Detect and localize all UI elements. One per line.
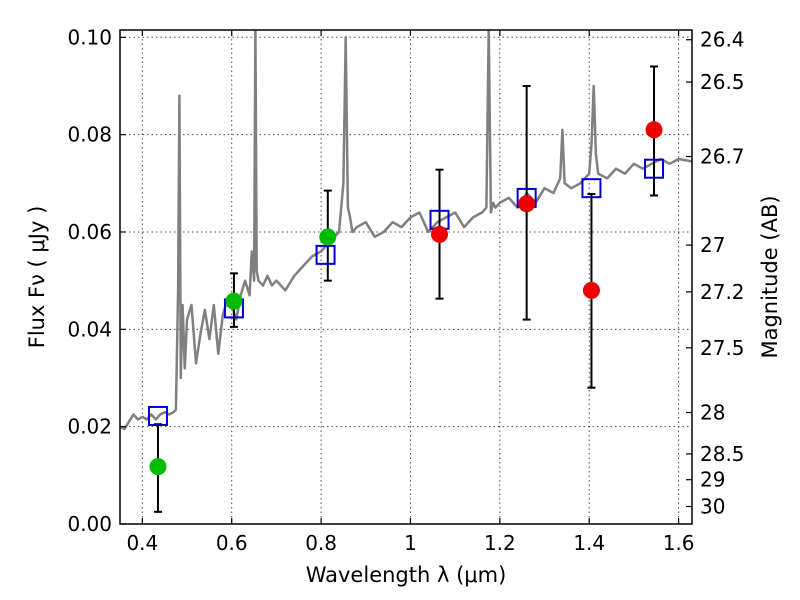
- observed-point: [225, 292, 243, 310]
- x-tick-label: 1.4: [573, 531, 605, 555]
- observed-point: [431, 225, 449, 243]
- y2-tick-label: 26.4: [700, 28, 745, 52]
- y-axis-label: Flux Fν ( μJy ): [25, 206, 49, 349]
- plot-frame: [119, 29, 693, 525]
- y2-tick-label: 27: [700, 233, 725, 257]
- y2-tick-label: 27.2: [700, 280, 745, 304]
- model-square: [644, 158, 665, 179]
- observed-point: [645, 121, 663, 139]
- y2-tick-label: 28.5: [700, 442, 745, 466]
- y-tick-label: 0.02: [67, 415, 112, 439]
- y2-tick-label: 30: [700, 494, 725, 518]
- y-tick-label: 0.06: [67, 220, 112, 244]
- x-tick-label: 1.6: [663, 531, 695, 555]
- model-square: [581, 178, 602, 199]
- y2-tick-label: 28: [700, 401, 725, 425]
- x-tick-label: 0.4: [126, 531, 158, 555]
- y-tick-label: 0.08: [67, 123, 112, 147]
- model-square: [315, 244, 336, 265]
- y2-tick-label: 27.5: [700, 336, 745, 360]
- model-square: [147, 405, 168, 426]
- x-axis-label: Wavelength λ (μm): [306, 563, 507, 587]
- x-tick-label: 1: [404, 531, 417, 555]
- observed-point: [149, 458, 167, 476]
- y2-tick-label: 26.5: [700, 70, 745, 94]
- y-tick-label: 0.04: [67, 317, 112, 341]
- x-tick-label: 0.8: [305, 531, 337, 555]
- observed-points: [149, 121, 663, 476]
- observed-point: [518, 195, 536, 213]
- grid-lines: [120, 30, 692, 525]
- axes: 0.4 0.6 0.8 1 1.2 1.4 1.6 0.00 0.02 0.04 0.06 0.08 0…: [67, 25, 744, 555]
- y2-axis-label: Magnitude (AB): [758, 195, 782, 358]
- y-tick-label: 0.10: [67, 25, 112, 49]
- x-tick-label: 0.6: [216, 531, 248, 555]
- error-bars: [153, 65, 659, 513]
- y-tick-label: 0.00: [67, 512, 112, 536]
- y2-tick-label: 26.7: [700, 145, 745, 169]
- observed-point: [582, 281, 600, 299]
- spectrum-line: [120, 30, 692, 431]
- y2-tick-label: 29: [700, 468, 725, 492]
- x-tick-label: 1.2: [484, 531, 516, 555]
- observed-point: [319, 228, 337, 246]
